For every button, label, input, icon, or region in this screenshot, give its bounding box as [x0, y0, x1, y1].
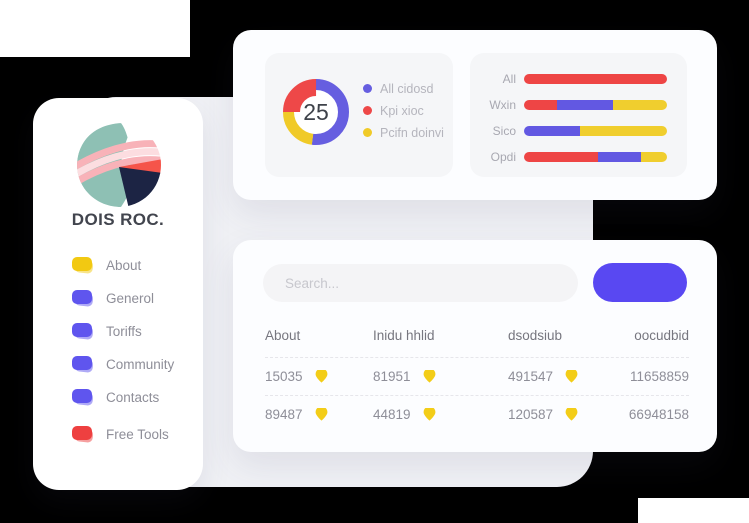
bar-segment — [641, 152, 667, 162]
bar-row: Opdi — [470, 144, 687, 170]
shield-icon — [423, 370, 435, 383]
community-blob-icon — [72, 356, 94, 373]
bar-segment — [524, 152, 599, 162]
cell-value: 44819 — [373, 407, 411, 422]
sidebar-item-about[interactable]: About — [71, 253, 195, 277]
cell-value: 66948158 — [628, 407, 689, 422]
bar-segment — [612, 100, 667, 110]
bar-track — [524, 126, 667, 136]
sidebar: DOIS ROC. About Generol — [33, 98, 203, 490]
donut-chart — [283, 79, 349, 145]
legend-label: All cidosd — [380, 81, 434, 96]
sidebar-item-toriffs[interactable]: Toriffs — [71, 319, 195, 343]
bar-track — [524, 74, 667, 84]
bar-segment — [556, 100, 613, 110]
legend-label: Kpi xioc — [380, 103, 424, 118]
contacts-blob-icon — [72, 389, 94, 406]
toriffs-blob-icon — [72, 323, 94, 340]
sidebar-item-label: About — [106, 257, 142, 273]
cell-value: 491547 — [508, 369, 554, 384]
cell-value: 89487 — [265, 407, 303, 422]
sidebar-item-label: Contacts — [106, 389, 160, 405]
cell-value: 120587 — [508, 407, 554, 422]
bar-segment — [524, 74, 667, 84]
sidebar-item-free-tools[interactable]: Free Tools — [71, 422, 195, 446]
bar-segment — [598, 152, 642, 162]
donut-center-value: 25 — [303, 98, 329, 125]
primary-action-button[interactable] — [593, 263, 687, 302]
sidebar-menu: About Generol Toriffs — [71, 253, 195, 455]
sidebar-item-generol[interactable]: Generol — [71, 286, 195, 310]
cell-value: 15035 — [265, 369, 303, 384]
bar-row: All — [470, 66, 687, 92]
shield-icon — [565, 370, 578, 383]
shield-icon — [315, 370, 327, 383]
bar-segment — [524, 100, 557, 110]
sidebar-item-label: Generol — [106, 290, 155, 306]
bar-segment — [524, 126, 580, 136]
legend-label: Pcifn doinvi — [380, 125, 444, 140]
shield-icon — [423, 408, 435, 421]
column-header: dsodsiub — [508, 328, 563, 343]
column-header: oocudbid — [634, 328, 689, 343]
cell-value: 11658859 — [629, 369, 689, 384]
sidebar-item-community[interactable]: Community — [71, 352, 195, 376]
sidebar-item-label: Toriffs — [106, 323, 142, 339]
generol-blob-icon — [72, 290, 94, 307]
legend-item: Kpi xioc — [363, 103, 444, 118]
brand-title: DOIS ROC. — [71, 210, 165, 229]
bar-category-label: Sico — [492, 124, 516, 138]
cell-value: 81951 — [373, 369, 411, 384]
data-table: About Inidu hhlid dsodsiub oocudbid 1503… — [265, 328, 689, 433]
background-shape-top-left — [0, 0, 190, 57]
about-blob-icon — [72, 257, 94, 274]
search-input[interactable] — [263, 264, 578, 302]
free-tools-blob-icon — [72, 426, 94, 443]
table-row: 89487 44819 120587 66948158 — [265, 396, 689, 433]
table-card: About Inidu hhlid dsodsiub oocudbid 1503… — [233, 240, 717, 452]
sidebar-item-label: Community — [106, 356, 175, 372]
shield-icon — [565, 408, 578, 421]
legend-dot-icon — [363, 84, 372, 93]
background-shape-bottom-right — [638, 498, 749, 523]
bar-category-label: Opdi — [490, 150, 516, 164]
donut-panel: 25 All cidosd Kpi xioc Pcifn doinvi — [265, 53, 453, 177]
bar-row: Sico — [470, 118, 687, 144]
column-header: Inidu hhlid — [373, 328, 435, 343]
column-header: About — [265, 328, 301, 343]
legend-item: All cidosd — [363, 81, 444, 96]
legend-dot-icon — [363, 106, 372, 115]
bars-chart: All Wxin Sico Opdi — [470, 66, 687, 170]
bar-track — [524, 100, 667, 110]
sidebar-item-contacts[interactable]: Contacts — [71, 385, 195, 409]
shield-icon — [315, 408, 327, 421]
legend-dot-icon — [363, 128, 372, 137]
donut-chart-wrap: 25 — [282, 78, 350, 146]
bar-segment — [579, 126, 667, 136]
table-header-row: About Inidu hhlid dsodsiub oocudbid — [265, 328, 689, 358]
bar-category-label: All — [502, 72, 516, 86]
legend-item: Pcifn doinvi — [363, 125, 444, 140]
brand-logo-icon — [77, 123, 161, 207]
bar-track — [524, 152, 667, 162]
bar-category-label: Wxin — [489, 98, 516, 112]
sidebar-item-label: Free Tools — [106, 426, 169, 442]
bars-panel: All Wxin Sico Opdi — [470, 53, 687, 177]
table-row: 15035 81951 491547 11658859 — [265, 358, 689, 396]
stats-card: 25 All cidosd Kpi xioc Pcifn doinvi — [233, 30, 717, 200]
bar-row: Wxin — [470, 92, 687, 118]
donut-legend: All cidosd Kpi xioc Pcifn doinvi — [363, 82, 444, 148]
